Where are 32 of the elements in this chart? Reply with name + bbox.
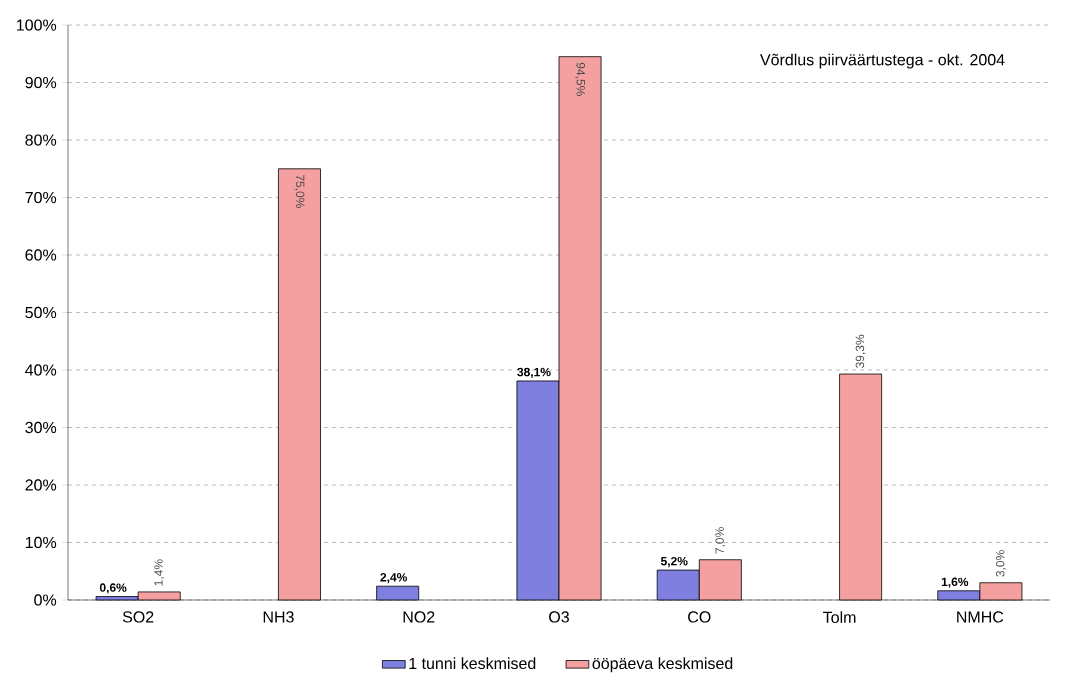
y-tick-label: 10% <box>25 536 57 549</box>
y-tick-label: 50% <box>25 306 57 319</box>
annotation: Võrdlus piirväärtustega - okt. 2004 <box>760 53 1005 69</box>
x-tick-label: SO2 <box>122 611 154 623</box>
y-tick-label: 100% <box>17 19 57 31</box>
data-label: 75,0% <box>294 175 305 208</box>
y-tick-label: 30% <box>25 421 57 434</box>
data-label: 0,6% <box>99 583 127 594</box>
x-tick-label: NMHC <box>957 611 1004 623</box>
data-label: 7,0% <box>715 527 726 554</box>
y-tick-label: 0% <box>34 594 57 606</box>
y-tick-label: 90% <box>25 76 57 89</box>
legend-label: ööpäeva keskmised <box>592 657 733 673</box>
y-tick-label: 40% <box>25 364 57 376</box>
x-tick-label: NH3 <box>263 611 294 623</box>
x-tick-label: O3 <box>549 611 569 623</box>
data-label: 38,1% <box>517 367 551 379</box>
data-label: 1,4% <box>154 559 165 586</box>
y-tick-label: 60% <box>25 249 57 261</box>
data-label: 2,4% <box>380 573 408 584</box>
data-label: 1,6% <box>941 577 969 588</box>
x-tick-label: Tolm <box>823 611 856 624</box>
data-label: 94,5% <box>575 62 586 96</box>
x-tick-label: CO <box>688 611 711 623</box>
data-label: 5,2% <box>660 556 688 568</box>
y-tick-label: 20% <box>25 479 57 491</box>
x-tick-label: NO2 <box>403 611 435 623</box>
y-tick-label: 70% <box>25 191 57 204</box>
data-label: 39,3% <box>855 334 866 368</box>
legend-label: 1 tunni keskmised <box>409 657 536 670</box>
data-label: 3,0% <box>995 550 1006 577</box>
y-tick-label: 80% <box>25 134 57 146</box>
